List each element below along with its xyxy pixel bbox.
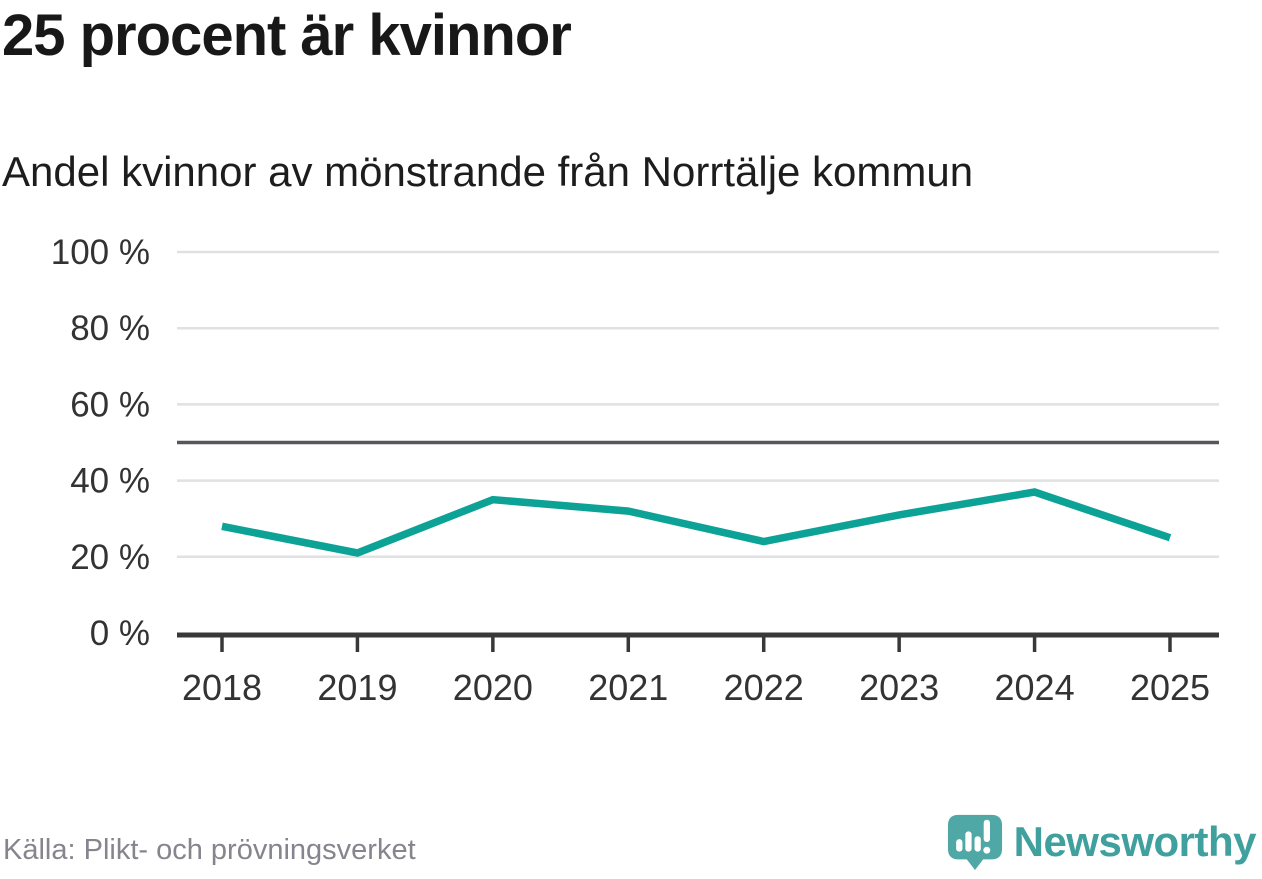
x-axis-tick-label: 2018: [182, 667, 262, 708]
y-axis-tick-label: 40 %: [70, 462, 150, 501]
brand: Newsworthy: [946, 813, 1257, 871]
y-axis-tick-label: 100 %: [51, 233, 150, 272]
x-axis-tick-label: 2021: [588, 667, 668, 708]
data-line-andel-kvinnor: [221, 488, 1172, 557]
x-axis-tick-label: 2023: [859, 667, 939, 708]
x-axis-tick-label: 2024: [995, 667, 1075, 708]
line-chart: 0 % 20 % 40 % 60 % 80 % 100 % 2018 2019 2020 2021…: [51, 233, 1219, 708]
brand-name: Newsworthy: [1013, 818, 1257, 865]
source-note: Källa: Plikt- och prövningsverket: [3, 834, 416, 866]
chart-subtitle: Andel kvinnor av mönstrande från Norrtäl…: [2, 148, 974, 195]
y-axis-tick-label: 80 %: [70, 309, 150, 348]
y-axis-tick-label: 0 %: [90, 614, 150, 653]
y-axis-tick-label: 20 %: [70, 538, 150, 577]
chart-title: 25 procent är kvinnor: [2, 3, 572, 68]
x-axis-tick-label: 2020: [453, 667, 533, 708]
y-axis-tick-label: 60 %: [70, 385, 150, 424]
x-axis-tick-label: 2019: [317, 667, 397, 708]
newsworthy-logo-icon: [947, 814, 1002, 871]
x-axis-tick-label: 2025: [1130, 667, 1210, 708]
x-axis-tick-label: 2022: [724, 667, 804, 708]
